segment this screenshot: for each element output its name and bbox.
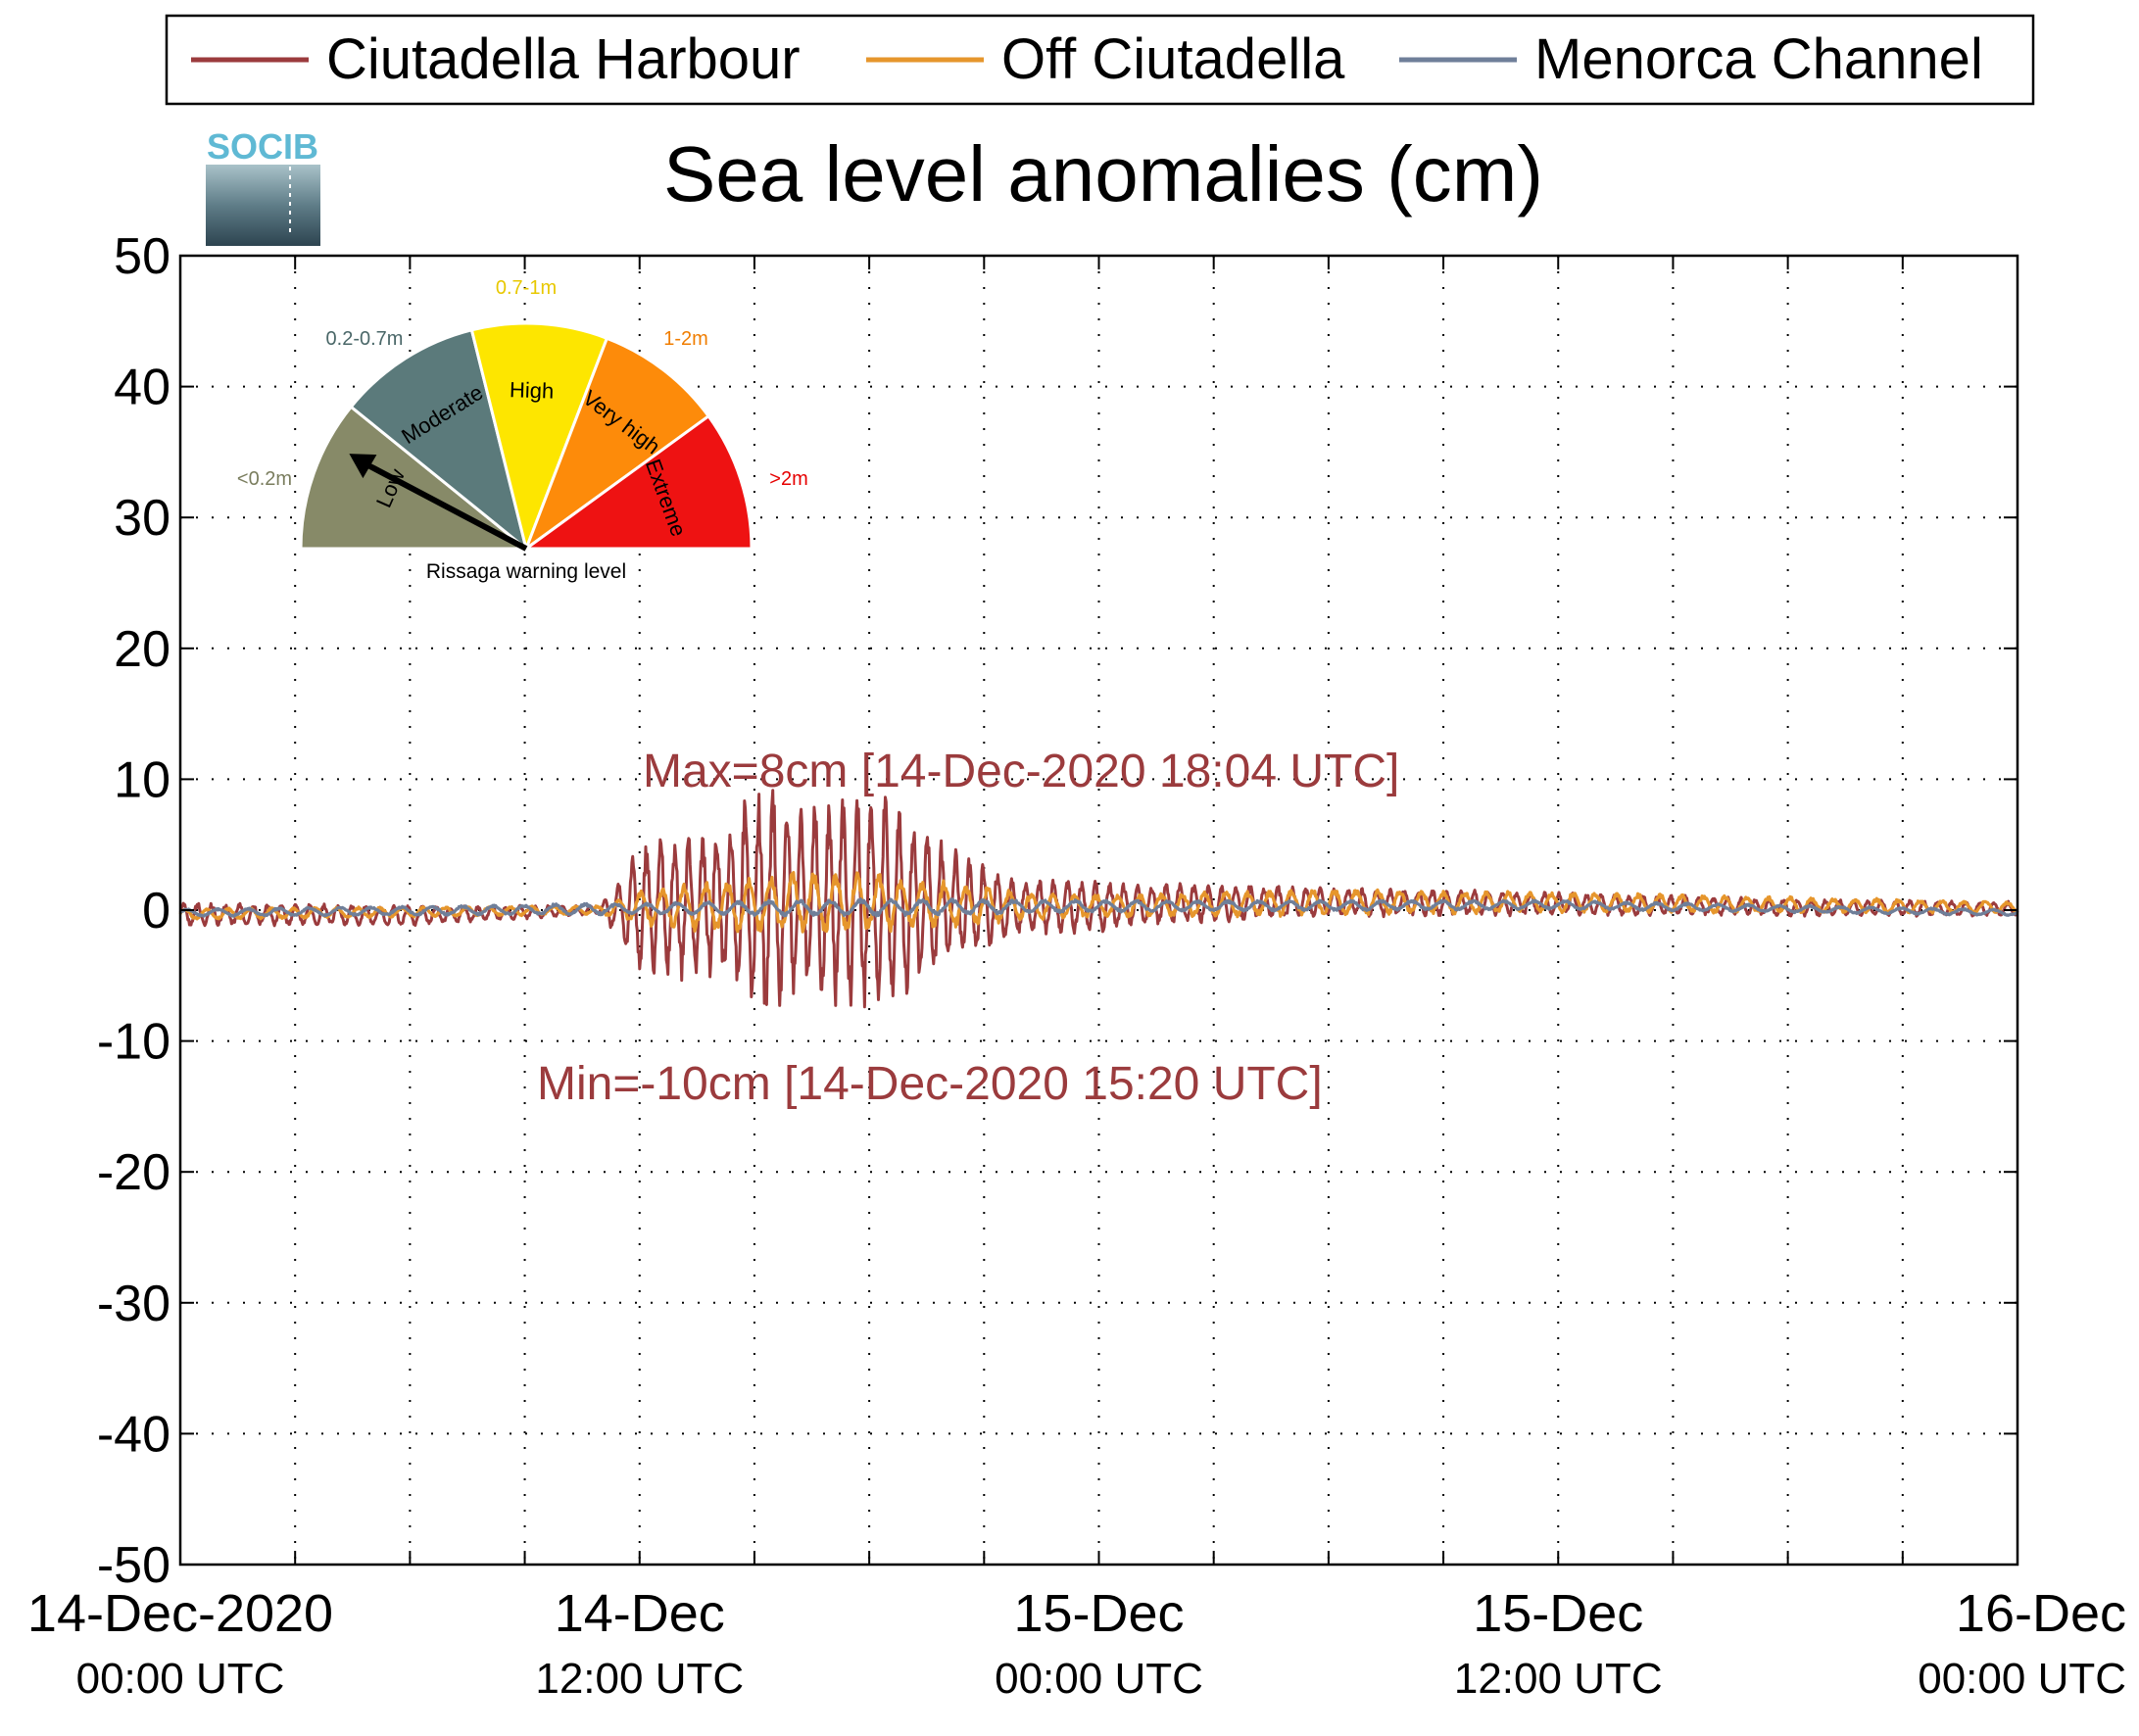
x-tick-sublabel: 12:00 UTC <box>535 1655 744 1703</box>
y-tick-label: -40 <box>97 1406 170 1463</box>
y-tick-label: 20 <box>114 621 170 678</box>
annotations: Max=8cm [14-Dec-2020 18:04 UTC] Min=-10cm… <box>537 746 1399 1110</box>
y-tick-label: 10 <box>114 751 170 808</box>
y-tick-label: -30 <box>97 1276 170 1332</box>
y-tick-labels: -50 -40 -30 -20 -10 0 10 20 30 40 50 <box>97 228 170 1594</box>
gauge-range-label: >2m <box>769 468 807 490</box>
annotation-min: Min=-10cm [14-Dec-2020 15:20 UTC] <box>537 1058 1323 1110</box>
legend-label-ciutadella-harbour: Ciutadella Harbour <box>326 27 801 91</box>
logo-block <box>206 165 320 246</box>
y-tick-label: 0 <box>142 883 170 940</box>
gauge-range-label: 0.2-0.7m <box>326 328 404 350</box>
y-tick-label: 30 <box>114 490 170 547</box>
legend-label-menorca-channel: Menorca Channel <box>1534 27 1983 91</box>
gauge-needle <box>362 459 528 552</box>
y-tick-label: -50 <box>97 1537 170 1594</box>
chart-title: Sea level anomalies (cm) <box>663 130 1543 217</box>
gauge-segment-moderate <box>349 327 529 553</box>
y-tick-label: -20 <box>97 1144 170 1201</box>
x-tick-sublabel: 12:00 UTC <box>1454 1655 1663 1703</box>
annotation-max: Max=8cm [14-Dec-2020 18:04 UTC] <box>643 746 1399 797</box>
series-line-menorca-channel <box>179 897 2018 918</box>
gauge-range-label: 1-2m <box>663 328 708 350</box>
x-tick-label: 14-Dec-2020 <box>27 1584 333 1643</box>
legend-label-off-ciutadella: Off Ciutadella <box>1001 27 1345 91</box>
legend-box <box>165 14 2035 106</box>
x-tick-label: 16-Dec <box>1956 1584 2126 1643</box>
x-tick-label: 14-Dec <box>555 1584 725 1643</box>
x-tick-sublabel: 00:00 UTC <box>1918 1655 2126 1703</box>
y-tick-label: 50 <box>114 228 170 285</box>
gauge-caption: Rissaga warning level <box>426 560 626 583</box>
x-tick-sublabel: 00:00 UTC <box>995 1655 1203 1703</box>
y-tick-label: 40 <box>114 360 170 416</box>
x-tick-label: 15-Dec <box>1473 1584 1643 1643</box>
gauge-segment-very-high <box>522 336 711 554</box>
series-layer <box>178 789 2019 1009</box>
gauge-segment-extreme <box>521 413 754 551</box>
gauge-range-label: <0.2m <box>237 468 292 490</box>
logo-text: SOCIB <box>207 126 318 167</box>
gauge-segment-high <box>469 321 609 554</box>
gauge-needle-head <box>349 454 377 479</box>
gauge-range-label: 0.7-1m <box>496 277 557 299</box>
x-tick-sublabel: 00:00 UTC <box>76 1655 285 1703</box>
y-tick-label: -10 <box>97 1014 170 1071</box>
socib-logo: SOCIB <box>206 126 320 246</box>
gauge-segment-low <box>299 405 531 551</box>
x-tick-label: 15-Dec <box>1013 1584 1184 1643</box>
ticks <box>180 255 2017 1566</box>
legend: Ciutadella Harbour Off Ciutadella Menorc… <box>165 14 2035 106</box>
x-tick-labels: 14-Dec-2020 00:00 UTC 14-Dec 12:00 UTC 15-De… <box>27 1584 2126 1703</box>
gauge-segment-label: High <box>510 377 555 404</box>
